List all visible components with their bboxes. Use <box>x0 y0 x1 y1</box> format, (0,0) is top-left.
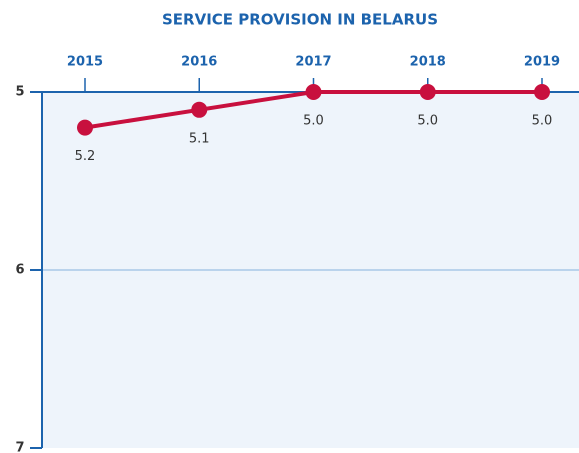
y-tick-label: 6 <box>15 263 24 278</box>
data-label: 5.1 <box>189 131 210 146</box>
y-tick-label: 7 <box>15 441 24 453</box>
y-tick-label: 5 <box>15 85 24 100</box>
point <box>191 101 208 118</box>
data-label: 5.2 <box>75 149 96 164</box>
x-tick-label: 2018 <box>410 55 446 70</box>
data-label: 5.0 <box>532 114 553 129</box>
chart-title: SERVICE PROVISION IN BELARUS <box>162 11 438 29</box>
x-tick-label: 2019 <box>524 55 560 70</box>
point <box>77 119 93 136</box>
x-tick-label: 2016 <box>181 55 217 70</box>
point <box>534 84 550 100</box>
data-label: 5.0 <box>417 114 438 129</box>
point <box>305 84 322 100</box>
data-label: 5.0 <box>303 114 324 129</box>
point <box>419 84 436 100</box>
x-tick-label: 2017 <box>295 55 331 70</box>
x-tick-label: 2015 <box>67 55 103 70</box>
